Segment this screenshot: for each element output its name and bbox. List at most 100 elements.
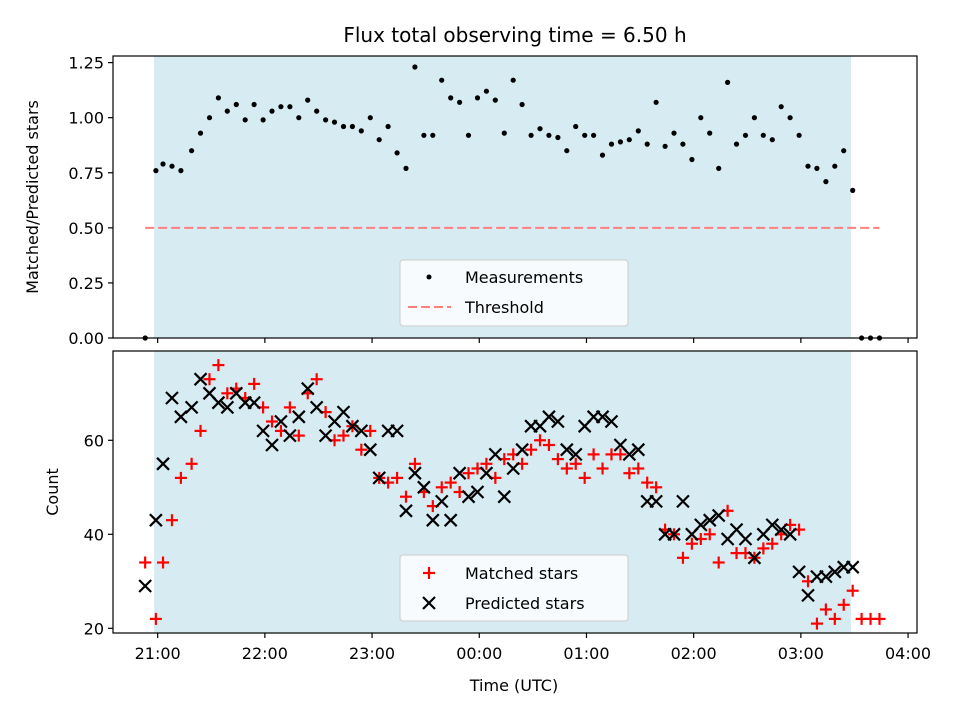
legend-predicted-marker <box>422 596 436 610</box>
measurement-point <box>215 95 221 101</box>
measurement-point <box>160 161 166 167</box>
measurement-point <box>733 141 740 147</box>
measurement-point <box>430 132 436 138</box>
measurement-point <box>403 165 409 171</box>
predicted-star-point <box>792 565 806 579</box>
predicted-star-point <box>497 489 512 504</box>
matched-star-point <box>203 373 216 386</box>
legend-threshold-label: Threshold <box>464 298 544 317</box>
predicted-star-point <box>604 414 619 429</box>
legend-measurements-label: Measurements <box>465 268 583 287</box>
predicted-star-point <box>747 551 762 565</box>
measurement-point <box>716 165 722 171</box>
measurement-point <box>287 104 293 110</box>
ratio-panel: 0.00 0.25 0.50 0.75 1.00 1.25 Flux total obse… <box>23 23 918 348</box>
matched-star-point <box>542 439 555 451</box>
measurement-point <box>457 99 463 105</box>
measurement-point <box>385 123 391 130</box>
legend-matched-label: Matched stars <box>465 564 578 583</box>
ratio-y-tick-label: 0.75 <box>68 164 104 183</box>
matched-star-point <box>149 612 162 625</box>
count-y-tick-label: 40 <box>84 525 104 544</box>
count-y-tick-label: 20 <box>84 619 104 638</box>
matched-star-point <box>444 476 457 489</box>
measurement-point <box>189 148 195 154</box>
measurement-point <box>850 187 856 193</box>
matched-star-point <box>712 556 725 569</box>
predicted-star-point <box>426 513 440 527</box>
predicted-star-point <box>711 508 726 523</box>
predicted-star-point <box>283 428 297 443</box>
predicted-star-point <box>354 424 369 438</box>
measurement-point <box>725 79 731 85</box>
matched-star-point <box>165 514 178 527</box>
matched-star-point <box>534 434 547 447</box>
matched-star-point <box>587 448 600 461</box>
predicted-star-point <box>461 489 476 504</box>
predicted-star-point <box>372 471 386 485</box>
predicted-star-point <box>193 372 208 386</box>
legend-predicted-label: Predicted stars <box>465 594 585 613</box>
matched-star-point <box>480 457 493 470</box>
measurement-point <box>376 137 382 143</box>
matched-star-point <box>873 612 886 625</box>
matched-star-point <box>248 377 261 390</box>
x-tick-label: 03:00 <box>778 644 824 663</box>
matched-star-point <box>623 467 636 480</box>
measurement-point <box>269 108 275 114</box>
predicted-star-point <box>542 410 556 424</box>
measurement-point <box>394 150 400 156</box>
measurement-point <box>260 117 266 123</box>
matched-star-point <box>391 471 404 484</box>
matched-star-point <box>364 424 377 437</box>
matched-star-point <box>569 457 582 470</box>
predicted-star-point <box>336 405 351 419</box>
matched-star-point <box>676 551 689 564</box>
ratio-y-tick-label: 1.00 <box>68 109 104 128</box>
measurement-point <box>448 95 454 101</box>
predicted-star-point <box>845 560 860 574</box>
predicted-star-point <box>765 518 780 532</box>
x-tick-label: 23:00 <box>349 644 395 663</box>
measurement-point <box>519 101 525 108</box>
measurement-point <box>251 101 257 108</box>
predicted-star-point <box>738 532 753 546</box>
matched-star-point <box>462 467 475 480</box>
measurement-point <box>778 104 784 110</box>
measurement-point <box>501 130 507 136</box>
predicted-star-point <box>515 442 529 457</box>
predicted-star-point <box>667 527 681 542</box>
ratio-y-tick-label: 1.25 <box>68 54 104 73</box>
measurement-point <box>787 115 793 121</box>
measurement-point <box>340 123 347 130</box>
matched-star-point <box>614 448 627 461</box>
x-tick-label: 01:00 <box>563 644 609 663</box>
matched-star-point <box>703 528 716 541</box>
measurement-point <box>546 132 552 138</box>
predicted-star-point <box>156 457 170 471</box>
matched-star-point <box>551 453 564 466</box>
x-tick-label: 04:00 <box>885 644 931 663</box>
predicted-star-point <box>443 513 458 527</box>
measurement-point <box>474 95 481 101</box>
count-y-axis-label: Count <box>43 468 62 516</box>
predicted-star-point <box>408 466 422 480</box>
measurement-point <box>153 168 159 174</box>
predicted-star-point <box>417 480 431 495</box>
predicted-star-point <box>551 414 565 429</box>
predicted-star-point <box>292 410 306 424</box>
count-panel: 20 40 60 21:00 22:00 23:00 00:00 01:00 02:00 03:… <box>43 350 931 695</box>
matched-star-point <box>355 443 368 456</box>
matched-star-point <box>578 471 591 484</box>
matched-star-point <box>560 462 573 475</box>
measurement-point <box>653 99 659 105</box>
x-axis-label: Time (UTC) <box>469 676 558 695</box>
predicted-star-point <box>702 513 717 527</box>
matched-star-point <box>194 424 207 437</box>
measurement-point <box>751 115 758 121</box>
measurement-point <box>233 101 239 108</box>
predicted-star-point <box>506 461 520 476</box>
measurement-point <box>465 132 472 138</box>
matched-star-point <box>685 537 698 550</box>
predicted-star-point <box>220 400 235 415</box>
